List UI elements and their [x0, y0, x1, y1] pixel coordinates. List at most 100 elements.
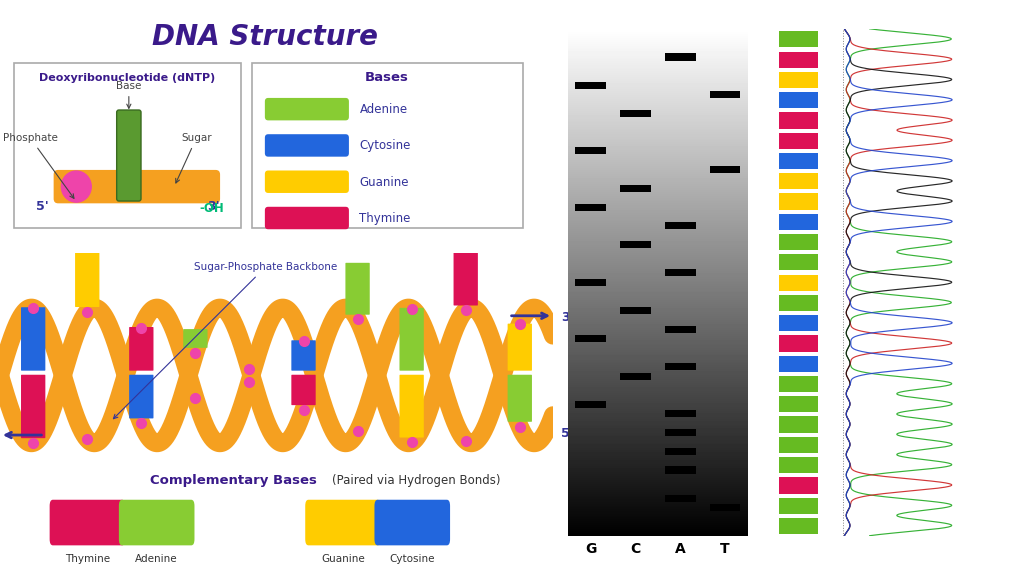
Bar	[575, 279, 606, 286]
Bar	[666, 467, 695, 473]
FancyBboxPatch shape	[22, 375, 45, 438]
Circle shape	[61, 171, 91, 202]
Bar	[666, 429, 695, 436]
Text: Bases: Bases	[366, 71, 409, 84]
Bar	[779, 214, 818, 230]
Bar	[779, 72, 818, 88]
Bar	[779, 51, 818, 68]
Bar	[575, 335, 606, 342]
Text: Base: Base	[116, 81, 141, 108]
Text: T: T	[760, 339, 767, 347]
Text: G: G	[760, 75, 767, 84]
Text: (Paired via Hydrogen Bonds): (Paired via Hydrogen Bonds)	[333, 474, 501, 487]
Text: A: A	[760, 501, 767, 510]
Text: A: A	[760, 460, 767, 469]
Bar	[779, 518, 818, 534]
FancyBboxPatch shape	[305, 500, 381, 545]
Text: T: T	[720, 541, 730, 556]
Bar	[779, 335, 818, 351]
Bar	[621, 109, 651, 117]
Text: Thymine: Thymine	[359, 212, 411, 225]
Bar	[666, 495, 695, 502]
Text: C: C	[760, 95, 767, 104]
FancyBboxPatch shape	[129, 375, 154, 418]
Bar	[666, 363, 695, 370]
Text: DNA Structure: DNA Structure	[153, 24, 379, 51]
Bar	[666, 410, 695, 417]
FancyBboxPatch shape	[22, 307, 45, 371]
Text: A: A	[760, 257, 767, 267]
Bar	[779, 416, 818, 433]
Text: Thymine: Thymine	[65, 554, 110, 564]
Bar	[575, 401, 606, 408]
FancyBboxPatch shape	[129, 327, 154, 371]
Text: Phosphate: Phosphate	[3, 133, 74, 198]
Text: Deoxyribonucleotide (dNTP): Deoxyribonucleotide (dNTP)	[39, 73, 215, 83]
FancyBboxPatch shape	[117, 110, 141, 201]
Text: C: C	[760, 319, 767, 327]
Text: T: T	[760, 116, 767, 124]
FancyBboxPatch shape	[345, 263, 370, 314]
Text: 5': 5'	[561, 426, 574, 439]
Bar	[710, 91, 740, 98]
FancyBboxPatch shape	[399, 308, 424, 371]
Bar	[779, 173, 818, 190]
Bar	[779, 194, 818, 210]
Text: G: G	[760, 176, 767, 185]
Bar	[779, 275, 818, 291]
Text: A: A	[760, 379, 767, 388]
Text: 5': 5'	[36, 200, 49, 213]
Bar	[575, 82, 606, 89]
FancyBboxPatch shape	[508, 375, 531, 422]
Text: A: A	[760, 521, 767, 530]
FancyBboxPatch shape	[14, 63, 241, 228]
Text: Cytosine: Cytosine	[389, 554, 435, 564]
FancyBboxPatch shape	[399, 375, 424, 438]
Bar	[621, 185, 651, 192]
Text: Adenine: Adenine	[135, 554, 178, 564]
Text: Guanine: Guanine	[359, 176, 409, 188]
FancyBboxPatch shape	[183, 329, 208, 348]
Text: Cytosine: Cytosine	[359, 139, 411, 152]
FancyBboxPatch shape	[49, 500, 125, 545]
FancyBboxPatch shape	[375, 500, 451, 545]
Bar	[710, 166, 740, 173]
FancyBboxPatch shape	[454, 244, 478, 305]
Text: T: T	[760, 480, 767, 490]
Text: Sugar: Sugar	[176, 133, 212, 183]
Text: C: C	[631, 541, 641, 556]
FancyBboxPatch shape	[265, 170, 349, 193]
Bar	[666, 222, 695, 229]
Bar	[575, 203, 606, 211]
Text: C: C	[760, 217, 767, 226]
Bar	[779, 498, 818, 514]
FancyBboxPatch shape	[119, 500, 195, 545]
Bar	[779, 457, 818, 473]
Text: A: A	[760, 35, 767, 43]
Bar	[779, 355, 818, 372]
FancyBboxPatch shape	[265, 207, 349, 229]
Bar	[621, 373, 651, 380]
Text: -OH: -OH	[199, 202, 224, 215]
Bar	[666, 448, 695, 455]
Text: 3': 3'	[207, 200, 220, 213]
Text: A: A	[760, 298, 767, 307]
Bar	[575, 147, 606, 154]
FancyBboxPatch shape	[292, 375, 315, 405]
Bar	[710, 504, 740, 511]
Text: Complementary Bases: Complementary Bases	[151, 474, 317, 487]
Text: T: T	[760, 55, 767, 64]
Bar	[779, 132, 818, 149]
Bar	[779, 376, 818, 392]
Bar	[779, 396, 818, 412]
Bar	[666, 54, 695, 60]
Text: A: A	[760, 237, 767, 246]
Bar	[779, 112, 818, 128]
Bar	[779, 92, 818, 108]
Bar	[779, 31, 818, 47]
Text: G: G	[760, 196, 767, 206]
Text: G: G	[585, 541, 596, 556]
Bar	[621, 307, 651, 314]
FancyBboxPatch shape	[75, 248, 99, 307]
Bar	[779, 234, 818, 250]
